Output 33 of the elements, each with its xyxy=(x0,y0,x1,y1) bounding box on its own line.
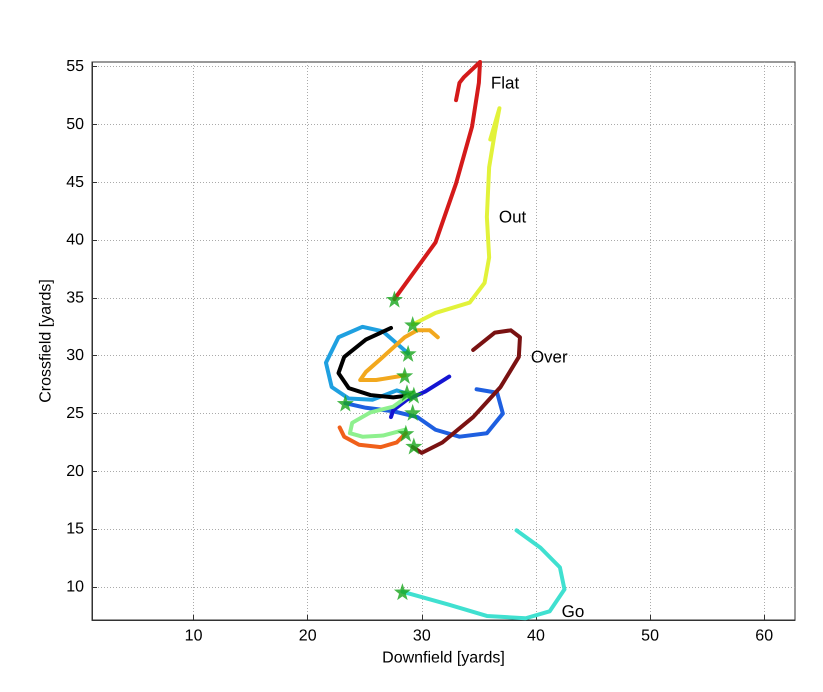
point xyxy=(405,437,422,454)
point xyxy=(405,386,422,404)
y-tick-label: 25 xyxy=(66,405,84,422)
point xyxy=(404,316,422,334)
y-axis-title: Crossfield [yards] xyxy=(38,279,54,403)
x-tick-label: 10 xyxy=(184,628,203,644)
point xyxy=(404,404,422,421)
y-tick-label: 45 xyxy=(66,174,84,191)
y-tick-label: 55 xyxy=(66,58,84,76)
point xyxy=(396,366,414,384)
point xyxy=(397,424,414,442)
series-label: Out xyxy=(498,207,527,226)
point xyxy=(336,394,354,412)
y-tick-label: 20 xyxy=(66,462,84,480)
x-tick-label: 20 xyxy=(298,628,317,644)
y-tick-label: 10 xyxy=(66,578,84,596)
y-tick-label: 50 xyxy=(66,116,84,133)
point xyxy=(386,290,403,308)
line-series xyxy=(389,374,452,420)
y-tick-label: 30 xyxy=(66,347,84,364)
series-label: Flat xyxy=(490,73,520,92)
x-tick-label: 40 xyxy=(527,628,545,644)
point xyxy=(400,344,417,362)
y-tick-label: 15 xyxy=(66,520,84,538)
x-tick-label: 60 xyxy=(755,628,774,644)
point xyxy=(394,583,411,600)
x-tick-label: 50 xyxy=(641,628,660,644)
y-tick-label: 40 xyxy=(66,232,84,249)
x-tick-label: 30 xyxy=(412,628,431,644)
x-axis-title: Downfield [yards] xyxy=(382,650,505,666)
y-tick-label: 35 xyxy=(66,289,84,306)
series-label: Go xyxy=(562,602,584,621)
series-label: Over xyxy=(530,347,568,366)
